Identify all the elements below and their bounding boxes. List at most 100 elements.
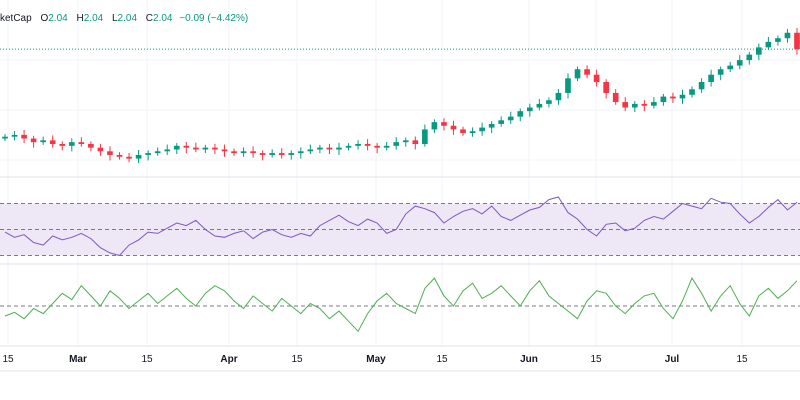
candle-body[interactable] — [173, 145, 180, 150]
candle-body[interactable] — [364, 144, 371, 146]
candle-body[interactable] — [546, 100, 552, 104]
candle-body[interactable] — [164, 149, 171, 152]
candle-body[interactable] — [412, 140, 419, 144]
candle-body[interactable] — [526, 107, 533, 112]
oscillator-pane[interactable] — [0, 277, 800, 333]
candle-body[interactable] — [345, 145, 352, 148]
candle-body[interactable] — [469, 131, 476, 134]
time-axis-label[interactable]: 15 — [436, 354, 448, 365]
candle-body[interactable] — [154, 151, 161, 154]
candle-body[interactable] — [794, 32, 800, 50]
candle-body[interactable] — [135, 154, 142, 159]
time-axis-label[interactable]: Apr — [220, 354, 237, 365]
candle-body[interactable] — [746, 54, 753, 61]
candle-body[interactable] — [393, 142, 400, 146]
candle-body[interactable] — [612, 92, 619, 103]
candle-body[interactable] — [536, 103, 543, 108]
candle-body[interactable] — [670, 96, 676, 99]
candle-body[interactable] — [59, 144, 66, 146]
candle-body[interactable] — [193, 147, 199, 150]
candle-body[interactable] — [441, 122, 447, 126]
candle-body[interactable] — [68, 142, 75, 146]
time-axis-label[interactable]: 15 — [141, 354, 153, 365]
candle-body[interactable] — [383, 145, 390, 148]
candle-body[interactable] — [479, 127, 485, 132]
time-axis-label[interactable]: Jun — [520, 354, 538, 365]
candle-body[interactable] — [183, 145, 190, 148]
candle-body[interactable] — [202, 147, 209, 150]
candle-body[interactable] — [593, 74, 600, 82]
candle-body[interactable] — [603, 82, 609, 93]
candle-body[interactable] — [145, 153, 151, 155]
candle-body[interactable] — [40, 140, 46, 143]
candle-body[interactable] — [355, 144, 361, 146]
candle-body[interactable] — [11, 134, 18, 137]
rsi-pane[interactable] — [0, 196, 800, 257]
candle-body[interactable] — [736, 60, 743, 66]
symbol-name[interactable]: ketCap — [0, 13, 32, 24]
time-axis-label[interactable]: 15 — [590, 354, 602, 365]
candle-body[interactable] — [507, 116, 514, 121]
candle-body[interactable] — [30, 138, 37, 143]
candle-body[interactable] — [297, 151, 304, 154]
candle-body[interactable] — [584, 69, 590, 75]
candle-body[interactable] — [374, 145, 380, 148]
candle-body[interactable] — [269, 153, 276, 155]
oscillator-line[interactable] — [4, 277, 798, 333]
pane-separators[interactable] — [0, 176, 800, 347]
candle-body[interactable] — [212, 147, 218, 150]
candle-body[interactable] — [259, 153, 266, 155]
candle-body[interactable] — [231, 151, 237, 154]
candle-body[interactable] — [679, 94, 686, 99]
candle-body[interactable] — [717, 69, 724, 75]
candle-body[interactable] — [21, 134, 27, 139]
candle-body[interactable] — [78, 142, 85, 144]
candle-body[interactable] — [336, 147, 342, 150]
candle-body[interactable] — [727, 65, 734, 70]
candle-body[interactable] — [450, 125, 457, 130]
candle-body[interactable] — [488, 123, 495, 128]
candle-body[interactable] — [460, 129, 466, 134]
candle-body[interactable] — [498, 120, 505, 124]
candle-body[interactable] — [517, 111, 524, 117]
time-axis-label[interactable]: 15 — [291, 354, 303, 365]
candle-body[interactable] — [402, 140, 409, 143]
candle-body[interactable] — [307, 149, 314, 152]
candle-body[interactable] — [555, 92, 562, 101]
candle-body[interactable] — [765, 41, 772, 48]
candle-body[interactable] — [756, 47, 762, 55]
candle-body[interactable] — [49, 140, 56, 144]
candle-body[interactable] — [317, 147, 323, 150]
candle-body[interactable] — [622, 102, 629, 108]
rsi-line[interactable] — [4, 196, 798, 257]
time-axis-label[interactable]: 15 — [2, 354, 14, 365]
candle-body[interactable] — [221, 149, 228, 152]
candle-body[interactable] — [240, 151, 247, 154]
candle-body[interactable] — [631, 103, 638, 108]
candle-body[interactable] — [97, 147, 104, 152]
candle-body[interactable] — [107, 151, 113, 155]
candle-body[interactable] — [88, 144, 94, 148]
candle-body[interactable] — [2, 136, 8, 139]
candle-body[interactable] — [698, 82, 705, 90]
candle-body[interactable] — [651, 102, 657, 106]
candle-body[interactable] — [660, 96, 667, 103]
candle-body[interactable] — [641, 103, 648, 106]
candle-body[interactable] — [574, 69, 581, 79]
candle-body[interactable] — [431, 122, 438, 130]
candle-body[interactable] — [288, 153, 295, 155]
candle-body[interactable] — [689, 89, 695, 95]
candle-body[interactable] — [116, 154, 123, 157]
price-pane[interactable] — [0, 27, 800, 164]
candle-body[interactable] — [126, 156, 132, 159]
time-axis-label[interactable]: Mar — [69, 354, 87, 365]
candle-body[interactable] — [708, 74, 714, 82]
candle-body[interactable] — [565, 78, 571, 93]
time-axis-label[interactable]: 15 — [736, 354, 748, 365]
candle-body[interactable] — [784, 32, 791, 39]
time-axis[interactable]: 15 Mar 15 Apr 15 May 15 Jun 15 Jul 15 — [2, 354, 748, 365]
time-axis-label[interactable]: Jul — [665, 354, 680, 365]
candle-body[interactable] — [250, 151, 256, 154]
candle-body[interactable] — [775, 38, 781, 42]
